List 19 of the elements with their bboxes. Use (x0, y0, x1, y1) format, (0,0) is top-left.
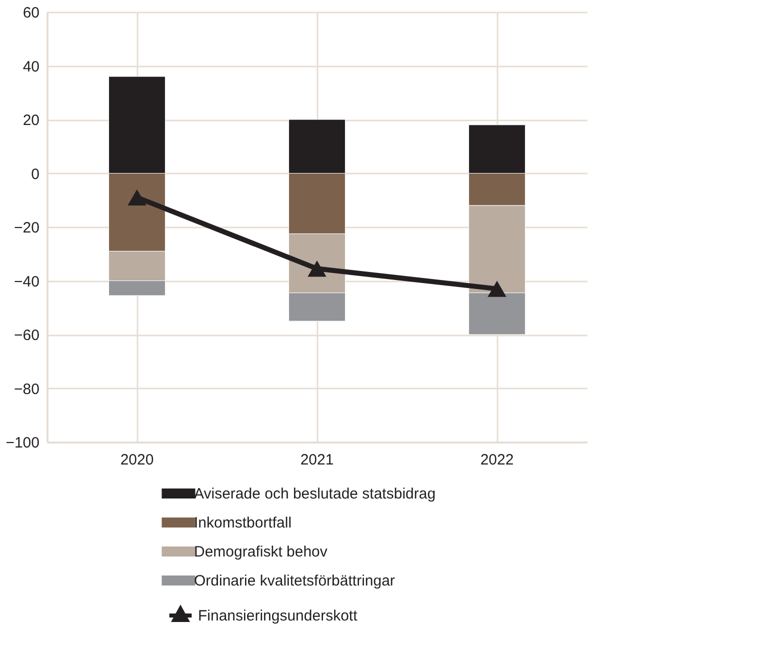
y-tick-label: 20 (22, 112, 40, 129)
x-tick-label: 2020 (120, 452, 154, 468)
legend-label: Ordinarie kvalitetsförbättringar (194, 572, 395, 590)
legend-label: Inkomstbortfall (194, 514, 292, 532)
legend-label: Aviserade och beslutade statsbidrag (194, 486, 436, 502)
x-tick-label: 2022 (480, 452, 514, 468)
y-tick-label: −80 (14, 380, 40, 398)
legend-label: Demografiskt behov (194, 544, 328, 560)
legend-label: Finansieringsunderskott (198, 608, 358, 624)
y-tick-label: −40 (14, 273, 40, 290)
y-tick-label: 0 (31, 166, 40, 183)
y-tick-label: 40 (22, 58, 40, 76)
point (128, 189, 146, 206)
y-tick-label: −100 (6, 434, 40, 452)
y-tick-label: −60 (14, 327, 40, 344)
y-tick-label: 60 (22, 4, 40, 22)
x-tick-label: 2021 (300, 452, 334, 468)
y-tick-label: −20 (14, 220, 40, 236)
point (488, 280, 506, 297)
